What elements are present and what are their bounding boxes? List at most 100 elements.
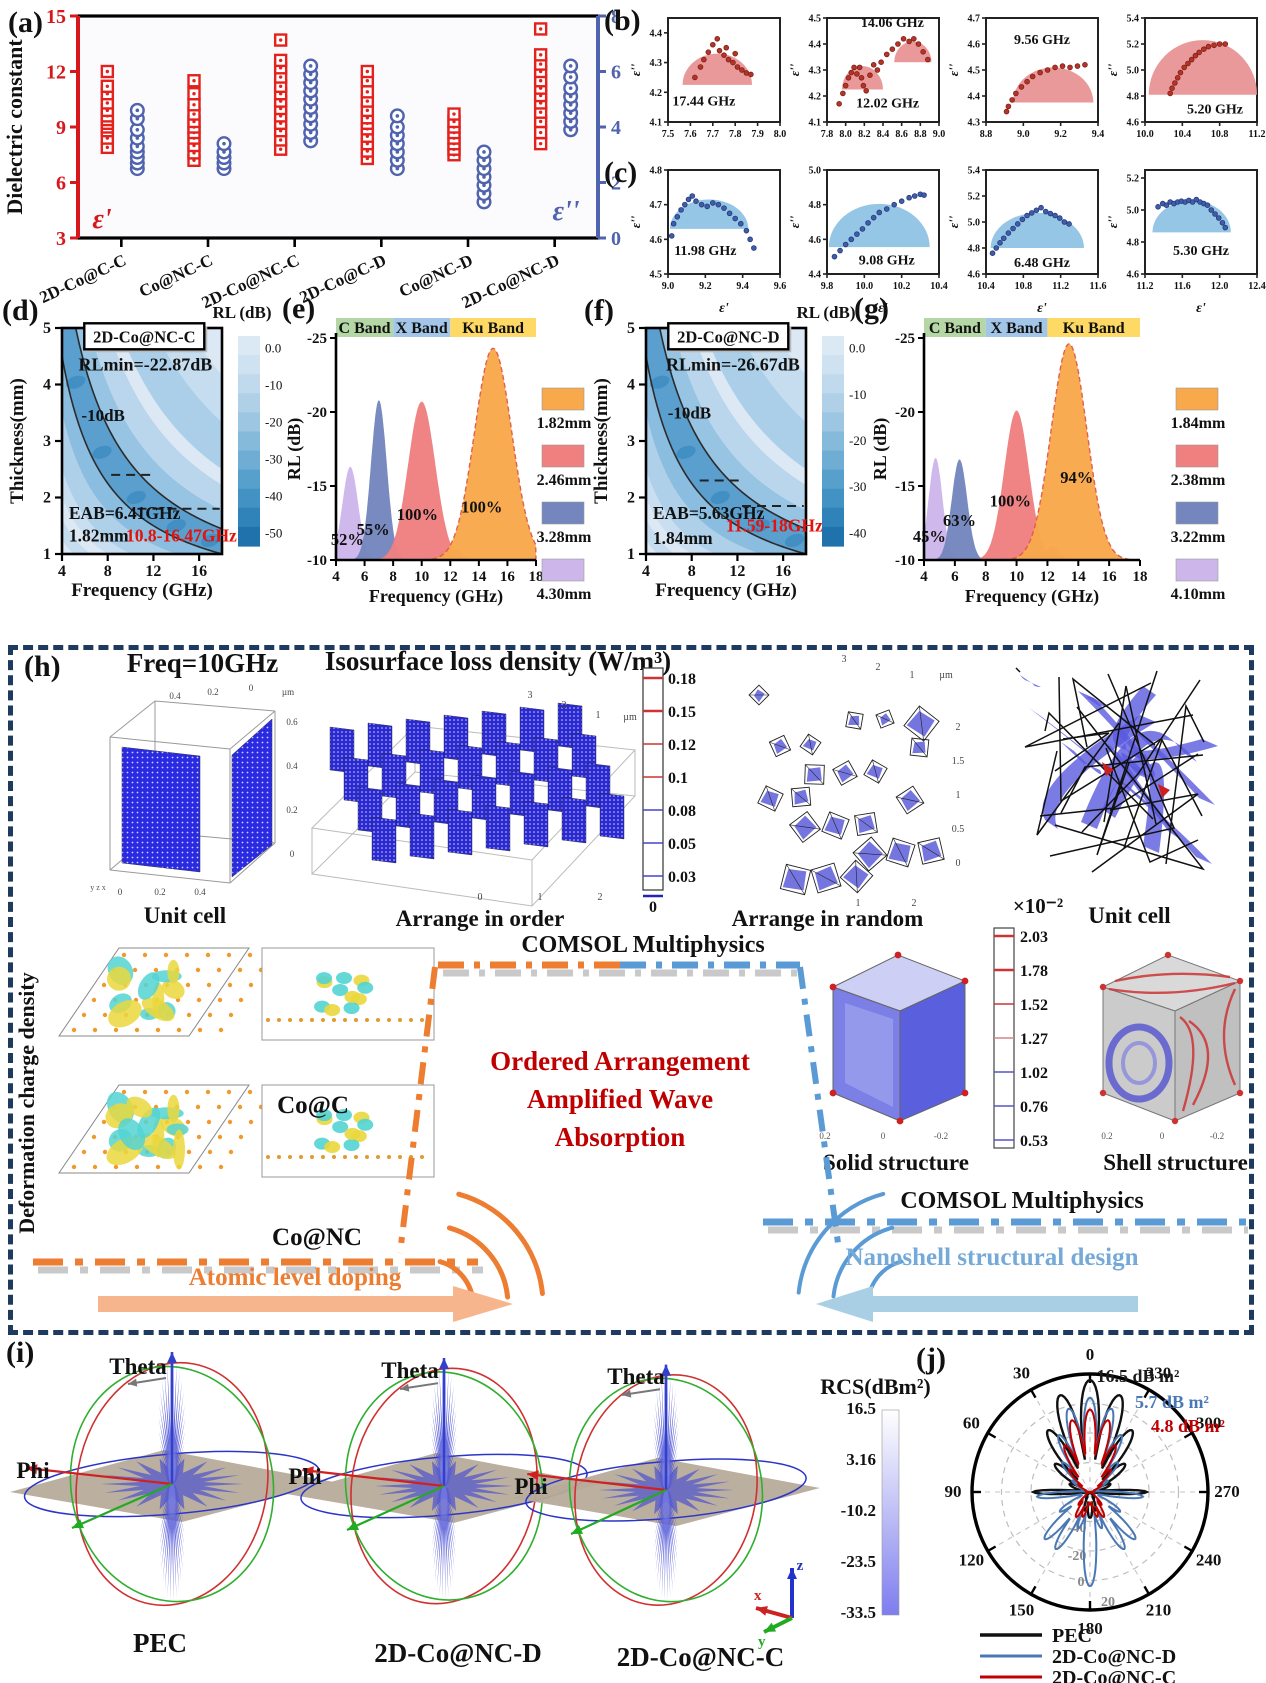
svg-text:Frequency (GHz): Frequency (GHz) [655, 580, 797, 601]
svg-text:7.7: 7.7 [707, 129, 720, 140]
svg-text:9.0: 9.0 [662, 281, 675, 292]
svg-text:Frequency (GHz): Frequency (GHz) [965, 586, 1099, 607]
svg-text:4: 4 [920, 569, 928, 585]
svg-text:10.2: 10.2 [893, 281, 911, 292]
cole-cole-row-b: 4.1 4.2 4.3 4.4 7.5 7.6 7.7 7.8 7.9 8.0 ε'' 17.44 G… [628, 14, 1265, 141]
svg-text:100%: 100% [990, 492, 1031, 511]
svg-text:90: 90 [945, 1482, 962, 1501]
svg-text:6: 6 [611, 62, 621, 84]
svg-text:8: 8 [982, 569, 990, 585]
svg-text:20: 20 [1101, 1595, 1115, 1610]
svg-text:EAB=6.41GHz: EAB=6.41GHz [69, 503, 181, 523]
svg-text:ε': ε' [878, 301, 888, 316]
svg-text:5.4: 5.4 [1127, 14, 1140, 25]
svg-text:2: 2 [43, 490, 51, 507]
svg-text:-20: -20 [307, 405, 327, 421]
svg-text:-10: -10 [265, 378, 282, 393]
phi-label-3: Phi [514, 1474, 548, 1499]
theta-label-2: Theta [381, 1358, 439, 1383]
svg-text:270: 270 [1214, 1482, 1240, 1501]
svg-text:ε': ε' [1196, 301, 1206, 316]
svg-text:2: 2 [598, 892, 603, 903]
svg-text:-50: -50 [265, 525, 282, 540]
svg-text:0.0: 0.0 [265, 341, 281, 356]
svg-text:9.2: 9.2 [1054, 129, 1067, 140]
svg-text:-10dB: -10dB [81, 406, 124, 425]
svg-text:1: 1 [596, 710, 601, 721]
svg-text:0.76: 0.76 [1020, 1099, 1048, 1116]
svg-text:0: 0 [290, 849, 295, 859]
unit-cell-right-image [1010, 660, 1218, 888]
svg-text:-10dB: -10dB [668, 403, 711, 422]
svg-text:3: 3 [56, 228, 66, 250]
cole-cole-row-c: 4.5 4.6 4.7 4.8 9.0 9.2 9.4 9.6 ε'' 11.98 GHz ε' 4.… [628, 166, 1266, 317]
panel-h-border [8, 645, 1254, 1335]
svg-text:4.8: 4.8 [809, 200, 822, 211]
svg-text:2: 2 [956, 722, 961, 733]
svg-text:0.4: 0.4 [169, 691, 181, 701]
svg-text:0: 0 [956, 858, 961, 869]
svg-text:14.06 GHz: 14.06 GHz [861, 16, 924, 31]
svg-text:4.1: 4.1 [809, 118, 822, 129]
svg-text:-25: -25 [895, 331, 915, 347]
svg-text:1: 1 [43, 546, 51, 563]
svg-text:52%: 52% [331, 530, 364, 549]
svg-text:4.30mm: 4.30mm [537, 586, 592, 603]
svg-text:ε'': ε'' [552, 196, 579, 227]
svg-text:4.1: 4.1 [650, 118, 663, 129]
caption-pec: PEC [133, 1628, 187, 1658]
svg-text:RL (dB): RL (dB) [212, 303, 271, 322]
caption-shell: Shell structure [1103, 1150, 1248, 1175]
svg-text:2.46mm: 2.46mm [537, 472, 592, 489]
svg-text:14: 14 [471, 569, 487, 585]
svg-text:9.6: 9.6 [774, 281, 787, 292]
svg-text:12.0: 12.0 [1211, 281, 1229, 292]
svg-text:4.3: 4.3 [809, 66, 822, 77]
svg-text:-15: -15 [895, 479, 915, 495]
svg-text:2: 2 [562, 700, 567, 711]
svg-text:RLmin=-22.87dB: RLmin=-22.87dB [79, 354, 213, 374]
center-message: Ordered Arrangement Amplified Wave Absor… [450, 1042, 790, 1156]
svg-text:180: 180 [1077, 1619, 1103, 1638]
svg-text:8: 8 [389, 569, 397, 585]
svg-text:1: 1 [956, 790, 961, 801]
svg-text:3.16: 3.16 [846, 1450, 876, 1469]
svg-text:1.02: 1.02 [1020, 1065, 1048, 1082]
svg-text:-30: -30 [265, 451, 282, 466]
svg-text:-0.2: -0.2 [934, 1131, 948, 1141]
svg-text:-20: -20 [895, 405, 915, 421]
svg-text:-0.2: -0.2 [1210, 1131, 1224, 1141]
svg-text:8.8: 8.8 [914, 129, 927, 140]
svg-text:1: 1 [627, 546, 635, 563]
svg-text:0.4: 0.4 [194, 887, 206, 897]
caption-unit-cell-left: Unit cell [143, 903, 227, 928]
svg-text:16: 16 [191, 563, 207, 580]
comsol-colorbar-2: 2.03 1.78 1.52 1.27 1.02 0.76 0.53 [993, 927, 1048, 1150]
svg-text:14: 14 [1071, 569, 1087, 585]
svg-text:0: 0 [478, 892, 483, 903]
svg-text:-33.5: -33.5 [841, 1603, 876, 1622]
svg-text:x: x [754, 1588, 762, 1604]
svg-text:10.0: 10.0 [1136, 129, 1154, 140]
caption-ncd: 2D-Co@NC-D [374, 1638, 542, 1668]
svg-text:5: 5 [627, 320, 635, 337]
svg-text:8: 8 [688, 563, 696, 580]
svg-text:µm: µm [939, 670, 953, 681]
svg-text:C Band: C Band [929, 320, 981, 337]
svg-text:Frequency (GHz): Frequency (GHz) [369, 586, 503, 607]
center-line-2: Amplified Wave [526, 1084, 714, 1114]
svg-text:0.15: 0.15 [668, 704, 696, 721]
svg-text:-10: -10 [849, 387, 866, 402]
rcs-pattern-ncc [512, 1364, 820, 1607]
svg-text:0.53: 0.53 [1020, 1133, 1048, 1150]
dft-label-coc: Co@C [277, 1092, 349, 1119]
svg-text:-40: -40 [265, 488, 282, 503]
svg-text:4.4: 4.4 [809, 40, 822, 51]
svg-text:3: 3 [627, 433, 635, 450]
svg-text:5.7 dB m²: 5.7 dB m² [1135, 1392, 1209, 1412]
svg-text:0: 0 [249, 683, 254, 693]
freq-label: Freq=10GHz [126, 648, 279, 678]
svg-text:ε'': ε'' [787, 215, 802, 228]
